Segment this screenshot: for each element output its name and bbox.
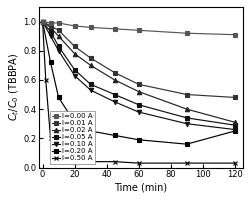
I=0.00 A [57, 22, 60, 24]
I=0.20 A [113, 134, 116, 137]
I=0.05 A [41, 20, 44, 23]
Line: I=0.02 A: I=0.02 A [40, 19, 237, 125]
I=0.05 A [233, 124, 236, 126]
I=0.50 A [233, 162, 236, 164]
Line: I=0.50 A: I=0.50 A [40, 19, 237, 165]
I=0.50 A [73, 159, 76, 161]
I=0.20 A [41, 20, 44, 23]
I=0.50 A [89, 160, 92, 163]
I=0.01 A [113, 71, 116, 74]
I=0.05 A [89, 83, 92, 86]
I=0.50 A [49, 137, 52, 139]
I=0.01 A [41, 20, 44, 23]
Line: I=0.10 A: I=0.10 A [40, 19, 237, 132]
I=0.01 A [233, 96, 236, 99]
I=0.50 A [185, 162, 188, 164]
I=0.00 A [233, 33, 236, 36]
I=0.50 A [44, 79, 47, 81]
Line: I=0.01 A: I=0.01 A [40, 19, 237, 100]
X-axis label: Time (min): Time (min) [114, 182, 168, 192]
I=0.10 A [57, 50, 60, 52]
Y-axis label: $C_t$/$C_0$ (TBBPA): $C_t$/$C_0$ (TBBPA) [7, 53, 20, 121]
I=0.20 A [73, 121, 76, 123]
Line: I=0.00 A: I=0.00 A [40, 19, 237, 37]
I=0.10 A [49, 35, 52, 37]
I=0.05 A [185, 117, 188, 119]
Line: I=0.05 A: I=0.05 A [40, 19, 237, 127]
I=0.00 A [89, 26, 92, 29]
I=0.50 A [137, 162, 140, 164]
I=0.00 A [185, 32, 188, 34]
Legend: I=0.00 A, I=0.01 A, I=0.02 A, I=0.05 A, I=0.10 A, I=0.20 A, I=0.50 A: I=0.00 A, I=0.01 A, I=0.02 A, I=0.05 A, … [50, 111, 96, 164]
I=0.01 A [89, 57, 92, 59]
I=0.10 A [89, 89, 92, 91]
I=0.05 A [113, 93, 116, 96]
I=0.20 A [49, 61, 52, 64]
I=0.02 A [49, 26, 52, 29]
I=0.05 A [49, 31, 52, 33]
I=0.10 A [41, 20, 44, 23]
I=0.50 A [41, 20, 44, 23]
I=0.02 A [41, 20, 44, 23]
I=0.20 A [185, 143, 188, 145]
I=0.01 A [49, 25, 52, 27]
I=0.10 A [185, 123, 188, 125]
I=0.10 A [113, 101, 116, 103]
I=0.05 A [137, 103, 140, 106]
I=0.01 A [137, 83, 140, 86]
I=0.10 A [137, 111, 140, 113]
I=0.00 A [73, 25, 76, 27]
I=0.50 A [57, 158, 60, 160]
I=0.00 A [113, 28, 116, 30]
I=0.00 A [41, 20, 44, 23]
I=0.05 A [57, 45, 60, 48]
Line: I=0.20 A: I=0.20 A [40, 19, 237, 146]
I=0.02 A [57, 35, 60, 37]
I=0.20 A [233, 130, 236, 132]
I=0.02 A [233, 121, 236, 123]
I=0.02 A [137, 90, 140, 93]
I=0.20 A [137, 139, 140, 141]
I=0.01 A [73, 45, 76, 48]
I=0.00 A [49, 22, 52, 24]
I=0.20 A [89, 130, 92, 132]
I=0.00 A [137, 29, 140, 31]
I=0.50 A [113, 160, 116, 163]
I=0.01 A [57, 29, 60, 31]
I=0.05 A [73, 68, 76, 71]
I=0.10 A [233, 128, 236, 131]
I=0.02 A [73, 53, 76, 55]
I=0.10 A [73, 74, 76, 77]
I=0.02 A [89, 64, 92, 66]
I=0.01 A [185, 93, 188, 96]
I=0.02 A [113, 79, 116, 81]
I=0.20 A [57, 96, 60, 99]
I=0.02 A [185, 108, 188, 110]
